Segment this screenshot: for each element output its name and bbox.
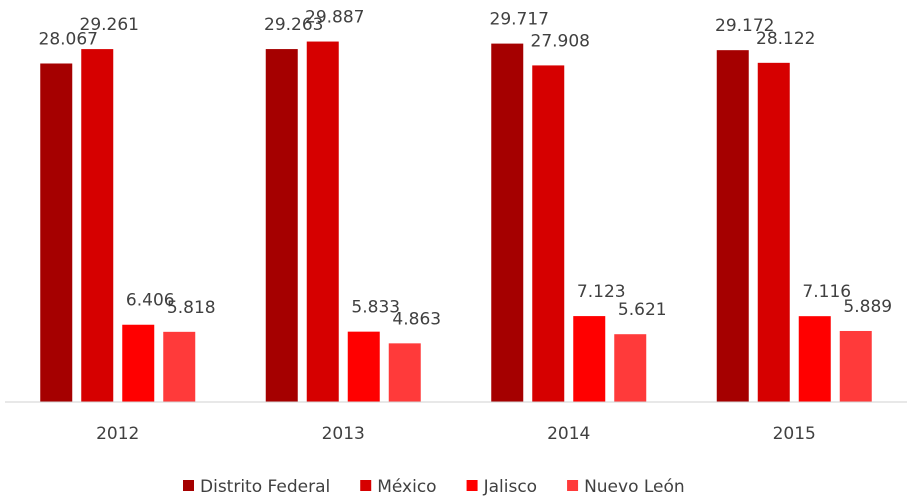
data-label: 5.833 bbox=[351, 298, 400, 318]
bar bbox=[122, 324, 155, 402]
legend-label: México bbox=[377, 477, 436, 497]
data-label: 5.889 bbox=[843, 297, 892, 317]
data-label: 27.908 bbox=[531, 31, 590, 51]
bar bbox=[614, 334, 647, 402]
bar bbox=[163, 331, 196, 402]
data-label: 29.717 bbox=[490, 10, 549, 30]
bar bbox=[757, 62, 790, 402]
bar bbox=[716, 50, 749, 402]
legend-swatch bbox=[183, 480, 194, 491]
data-label: 29.887 bbox=[305, 8, 364, 28]
legend-label: Nuevo León bbox=[584, 477, 685, 497]
bar bbox=[798, 316, 831, 402]
bar bbox=[573, 316, 606, 402]
legend-swatch bbox=[466, 480, 478, 491]
bar bbox=[491, 43, 524, 402]
x-tick-label: 2013 bbox=[322, 424, 365, 444]
bar bbox=[40, 63, 73, 403]
data-label: 28.067 bbox=[39, 29, 98, 49]
x-tick-label: 2014 bbox=[547, 424, 590, 444]
x-tick-label: 2015 bbox=[773, 424, 816, 444]
data-label: 6.406 bbox=[126, 291, 175, 311]
bar bbox=[265, 49, 298, 402]
legend-label: Distrito Federal bbox=[200, 477, 330, 497]
data-label: 5.818 bbox=[167, 298, 216, 318]
legend-swatch bbox=[567, 480, 579, 491]
legend-swatch bbox=[360, 480, 372, 491]
data-label: 29.261 bbox=[80, 15, 139, 35]
data-label: 7.123 bbox=[577, 282, 626, 302]
bar bbox=[532, 65, 565, 403]
bar bbox=[839, 330, 872, 402]
data-label: 4.863 bbox=[392, 309, 441, 329]
data-label: 5.621 bbox=[618, 300, 667, 320]
bar bbox=[347, 331, 380, 402]
data-label: 29.263 bbox=[264, 15, 323, 35]
bar bbox=[388, 343, 421, 402]
data-label: 29.172 bbox=[715, 16, 774, 36]
bar bbox=[81, 49, 114, 402]
bar bbox=[306, 41, 339, 402]
data-label: 7.116 bbox=[802, 282, 851, 302]
legend-label: Jalisco bbox=[483, 477, 537, 497]
data-label: 28.122 bbox=[756, 29, 815, 49]
x-tick-label: 2012 bbox=[96, 424, 139, 444]
